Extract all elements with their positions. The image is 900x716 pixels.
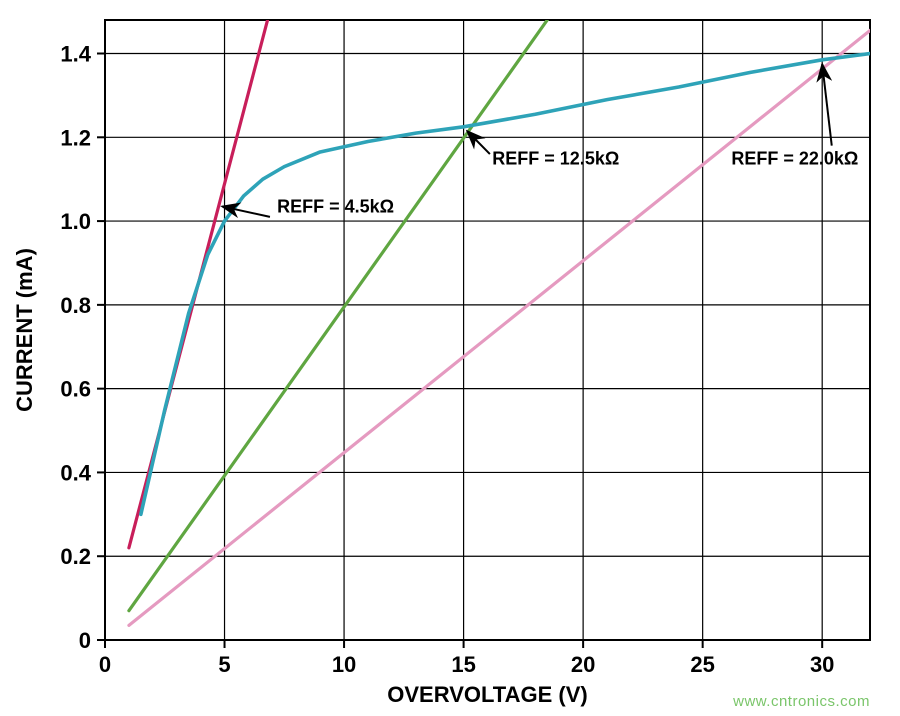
x-tick-label: 15 — [451, 652, 475, 677]
watermark: www.cntronics.com — [733, 693, 870, 710]
ann-reff-4p5k: REFF = 4.5kΩ — [277, 197, 394, 217]
chart-bg — [0, 0, 900, 716]
y-tick-label: 1.2 — [60, 125, 91, 150]
chart-svg: 0 5 10 15 20 25 30 0 0.2 0.4 0.6 0.8 1.0 1.2 1.4 OVERVO… — [0, 0, 900, 716]
y-tick-label: 0.4 — [60, 460, 91, 485]
y-tick-label: 0.6 — [60, 377, 91, 402]
ann-reff-22k: REFF = 22.0kΩ — [731, 149, 858, 169]
ann-reff-12p5k: REFF = 12.5kΩ — [492, 149, 619, 169]
x-tick-label: 0 — [99, 652, 111, 677]
y-tick-label: 0 — [79, 628, 91, 653]
x-tick-label: 25 — [690, 652, 714, 677]
y-tick-label: 0.2 — [60, 544, 91, 569]
x-tick-label: 30 — [810, 652, 834, 677]
y-tick-label: 0.8 — [60, 293, 91, 318]
x-tick-label: 5 — [218, 652, 230, 677]
x-axis-label: OVERVOLTAGE (V) — [387, 682, 587, 707]
x-tick-label: 10 — [332, 652, 356, 677]
y-axis-label: CURRENT (mA) — [12, 248, 37, 412]
y-tick-label: 1.0 — [60, 209, 91, 234]
y-tick-label: 1.4 — [60, 42, 91, 67]
chart-container: 0 5 10 15 20 25 30 0 0.2 0.4 0.6 0.8 1.0 1.2 1.4 OVERVO… — [0, 0, 900, 716]
x-tick-label: 20 — [571, 652, 595, 677]
